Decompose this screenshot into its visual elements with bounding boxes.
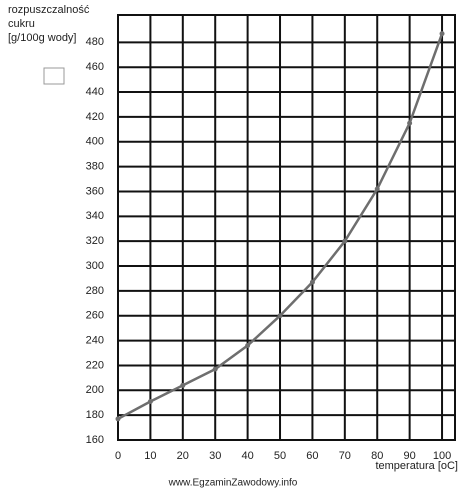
y-tick-label: 180: [86, 409, 104, 421]
x-tick-label: 80: [371, 450, 383, 462]
x-tick-label: 40: [241, 450, 253, 462]
point: [212, 366, 218, 372]
y-tick-label: 320: [86, 235, 104, 247]
x-tick-label: 30: [209, 450, 221, 462]
x-tick-label: 70: [339, 450, 351, 462]
point: [374, 186, 380, 192]
watermark: www.EgzaminZawodowy.info: [168, 478, 298, 489]
icon: [43, 67, 65, 85]
x-tick-label: 60: [306, 450, 318, 462]
y-tick-label: 280: [86, 285, 104, 297]
point: [277, 313, 283, 319]
y-tick-label: 380: [86, 161, 104, 173]
point: [245, 343, 251, 349]
x-axis-label: temperatura [oC]: [375, 460, 458, 472]
y-tick-label: 460: [86, 61, 104, 73]
x-tick-label: 90: [404, 450, 416, 462]
y-tick-label: 200: [86, 384, 104, 396]
x-tick-label: 100: [433, 450, 451, 462]
point: [342, 238, 348, 244]
y-axis-label: [g/100g wody]: [8, 32, 77, 44]
y-tick-label: 360: [86, 185, 104, 197]
x-tick-label: 0: [115, 450, 121, 462]
y-tick-label: 160: [86, 434, 104, 446]
y-tick-label: 220: [86, 359, 104, 371]
point: [309, 279, 315, 285]
y-tick-label: 240: [86, 334, 104, 346]
point: [115, 416, 121, 422]
y-tick-label: 260: [86, 310, 104, 322]
y-tick-label: 440: [86, 86, 104, 98]
plot-frame: [117, 14, 456, 441]
y-tick-label: 480: [86, 36, 104, 48]
y-tick-label: 340: [86, 210, 104, 222]
x-tick-label: 10: [144, 450, 156, 462]
x-tick-label: 50: [274, 450, 286, 462]
y-tick-label: 400: [86, 136, 104, 148]
y-axis-label: rozpuszczalność: [8, 4, 90, 16]
point: [180, 382, 186, 388]
point: [439, 31, 445, 37]
y-tick-label: 420: [86, 111, 104, 123]
point: [147, 398, 153, 404]
point: [407, 120, 413, 126]
y-axis-label: cukru: [8, 18, 35, 30]
y-tick-label: 300: [86, 260, 104, 272]
x-tick-label: 20: [177, 450, 189, 462]
